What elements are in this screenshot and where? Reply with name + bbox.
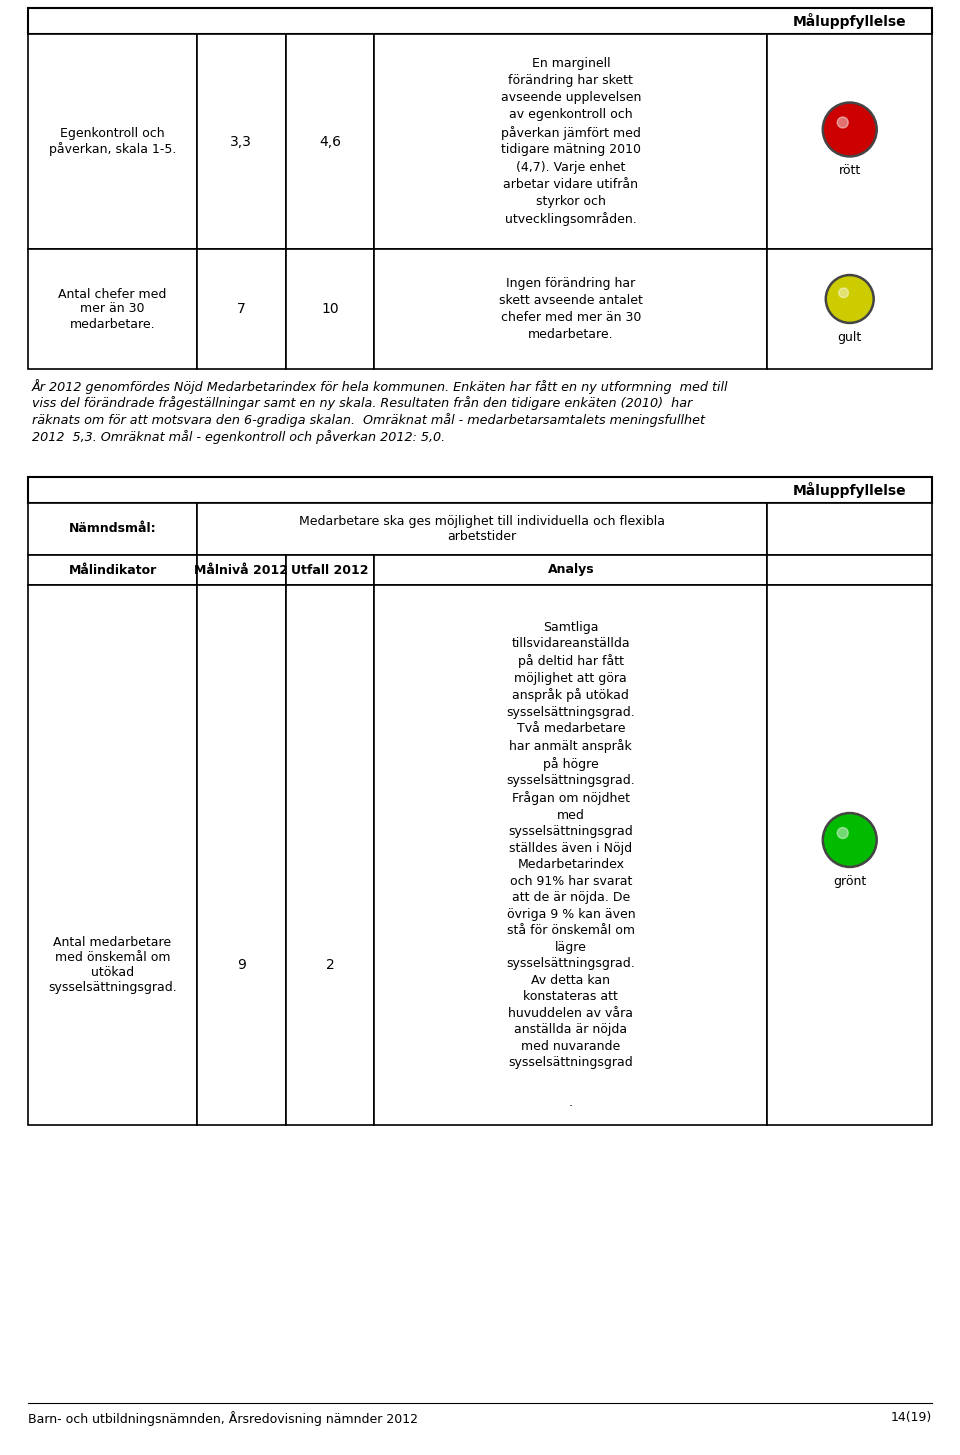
Circle shape: [822, 102, 877, 157]
Circle shape: [822, 812, 877, 867]
Text: Utfall 2012: Utfall 2012: [291, 563, 369, 576]
Bar: [374, 249, 767, 370]
Text: Egenkontroll och
påverkan, skala 1-5.: Egenkontroll och påverkan, skala 1-5.: [49, 127, 177, 156]
Circle shape: [837, 828, 849, 838]
Text: Antal medarbetare
med önskemål om
utökad
sysselsättningsgrad.: Antal medarbetare med önskemål om utökad…: [48, 936, 177, 994]
Circle shape: [837, 116, 849, 128]
Text: En marginell
förändring har skett
avseende upplevelsen
av egenkontroll och
påver: En marginell förändring har skett avseen…: [501, 57, 641, 226]
Text: 14(19): 14(19): [891, 1411, 932, 1424]
Text: Målnivå 2012: Målnivå 2012: [194, 563, 288, 576]
Text: 4,6: 4,6: [319, 134, 341, 148]
Bar: [28, 249, 197, 370]
Text: räknats om för att motsvara den 6-gradiga skalan.  Omräknat mål - medarbetarsamt: räknats om för att motsvara den 6-gradig…: [32, 413, 705, 426]
Bar: [28, 477, 932, 503]
Bar: [197, 585, 286, 1125]
Text: Analys: Analys: [547, 563, 594, 576]
Bar: [286, 33, 374, 249]
Bar: [286, 585, 374, 1125]
Bar: [28, 585, 197, 1125]
Text: 10: 10: [322, 303, 339, 316]
Text: 9: 9: [237, 957, 246, 972]
Text: Ingen förändring har
skett avseende antalet
chefer med mer än 30
medarbetare.: Ingen förändring har skett avseende anta…: [499, 276, 643, 340]
Bar: [28, 33, 197, 249]
Circle shape: [828, 276, 872, 322]
Bar: [28, 7, 932, 33]
Bar: [767, 249, 932, 370]
Text: 2012  5,3. Omräknat mål - egenkontroll och påverkan 2012: 5,0.: 2012 5,3. Omräknat mål - egenkontroll oc…: [32, 431, 445, 444]
Bar: [767, 585, 932, 1125]
Circle shape: [826, 275, 875, 323]
Text: Barn- och utbildningsnämnden, Årsredovisning nämnder 2012: Barn- och utbildningsnämnden, Årsredovis…: [28, 1411, 418, 1426]
Bar: [197, 33, 286, 249]
Text: Medarbetare ska ges möjlighet till individuella och flexibla
arbetstider: Medarbetare ska ges möjlighet till indiv…: [300, 515, 665, 544]
Text: viss del förändrade frågeställningar samt en ny skala. Resultaten från den tidig: viss del förändrade frågeställningar sam…: [32, 396, 692, 410]
Bar: [286, 249, 374, 370]
Text: 2: 2: [325, 957, 334, 972]
Text: rött: rött: [839, 164, 861, 178]
Text: Antal chefer med
mer än 30
medarbetare.: Antal chefer med mer än 30 medarbetare.: [59, 288, 167, 330]
Bar: [767, 554, 932, 585]
Circle shape: [825, 815, 875, 866]
Bar: [767, 33, 932, 249]
Text: 7: 7: [237, 303, 246, 316]
Text: Nämndsmål:: Nämndsmål:: [69, 522, 156, 535]
Text: Måluppfyllelse: Måluppfyllelse: [793, 13, 906, 29]
Text: År 2012 genomfördes Nöjd Medarbetarindex för hela kommunen. Enkäten har fått en : År 2012 genomfördes Nöjd Medarbetarindex…: [32, 378, 729, 394]
Circle shape: [839, 288, 849, 298]
Bar: [197, 249, 286, 370]
Text: Målindikator: Målindikator: [68, 563, 156, 576]
Bar: [28, 554, 197, 585]
Text: Måluppfyllelse: Måluppfyllelse: [793, 482, 906, 498]
Bar: [197, 554, 286, 585]
Text: gult: gult: [838, 330, 862, 343]
Text: 3,3: 3,3: [230, 134, 252, 148]
Bar: [374, 33, 767, 249]
Bar: [374, 554, 767, 585]
Circle shape: [825, 105, 875, 154]
Text: grönt: grönt: [833, 874, 866, 888]
Bar: [197, 503, 767, 554]
Text: .: .: [569, 1097, 573, 1110]
Bar: [28, 503, 197, 554]
Bar: [767, 503, 932, 554]
Text: Samtliga
tillsvidareanställda
på deltid har fått
möjlighet att göra
anspråk på u: Samtliga tillsvidareanställda på deltid …: [507, 621, 636, 1069]
Bar: [374, 585, 767, 1125]
Bar: [286, 554, 374, 585]
